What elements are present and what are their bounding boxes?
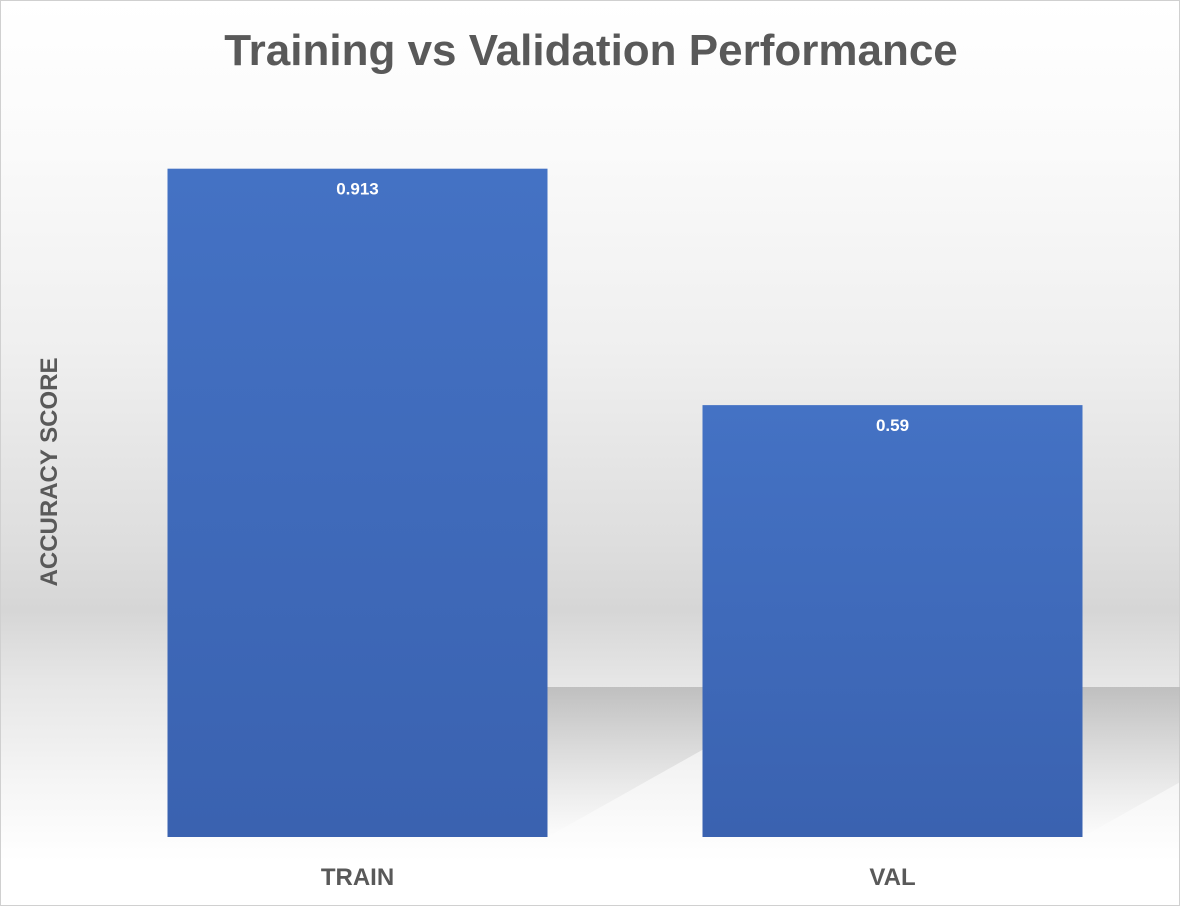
bars-group bbox=[167, 168, 1083, 837]
data-label-val: 0.59 bbox=[876, 416, 909, 435]
x-tick-label-train: TRAIN bbox=[321, 864, 394, 891]
x-tick-label-val: VAL bbox=[869, 864, 915, 891]
x-tick-labels-group: TRAIN VAL bbox=[321, 864, 916, 891]
bar-shadows bbox=[547, 687, 1180, 837]
data-label-train: 0.913 bbox=[336, 180, 379, 199]
data-labels-group: 0.913 0.59 bbox=[336, 180, 909, 435]
bar-val[interactable] bbox=[702, 405, 1083, 837]
bar-train[interactable] bbox=[167, 168, 548, 837]
y-axis-label: ACCURACY SCORE bbox=[36, 358, 63, 587]
chart-title: Training vs Validation Performance bbox=[224, 26, 958, 75]
bar-shadow-train bbox=[547, 687, 708, 837]
bar-shadow-val bbox=[1082, 687, 1180, 837]
